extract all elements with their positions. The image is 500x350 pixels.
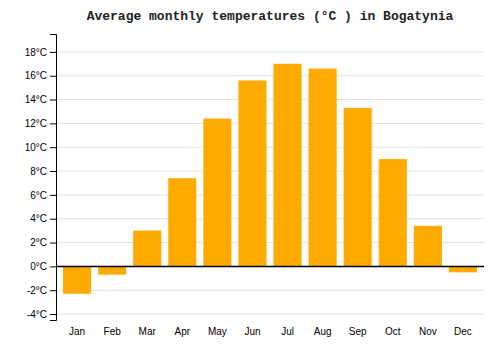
y-tick: 6°C	[30, 190, 56, 201]
x-tick-label: Jun	[244, 326, 260, 337]
x-tick: Sep	[349, 326, 367, 337]
bar	[449, 266, 477, 272]
x-tick-label: Jul	[281, 326, 294, 337]
y-tick-mark	[50, 314, 56, 315]
y-tick-label: 12°C	[25, 118, 47, 129]
y-tick: 16°C	[25, 70, 56, 81]
x-tick-label: Feb	[104, 326, 122, 337]
x-tick: Nov	[419, 326, 437, 337]
y-tick: -4°C	[27, 309, 56, 320]
y-tick: -2°C	[27, 285, 56, 296]
grid-line	[56, 194, 484, 195]
x-tick: Jan	[69, 326, 85, 337]
y-tick-label: 8°C	[30, 166, 47, 177]
grid-line	[56, 290, 484, 291]
grid-line	[56, 123, 484, 124]
x-tick: Dec	[454, 326, 472, 337]
x-axis: Jan Feb Mar Apr May Jun Jul Aug Sep Oct Nov Dec	[69, 326, 472, 337]
chart-container: -4°C -2°C 0°C 2°C 4°C 6°C 8°C 10°C 12°C 14°C 16°C 1…	[0, 0, 500, 350]
y-tick: 18°C	[25, 47, 56, 58]
grid-line	[56, 171, 484, 172]
y-tick-label: 18°C	[25, 47, 47, 58]
grid-line	[56, 314, 484, 315]
grid-line	[56, 147, 484, 148]
bar	[238, 80, 266, 266]
y-tick-label: -4°C	[27, 309, 47, 320]
y-tick-mark	[50, 243, 56, 244]
y-tick-mark	[50, 76, 56, 77]
x-tick: Aug	[314, 326, 332, 337]
y-tick-mark	[50, 52, 56, 53]
y-tick-label: 2°C	[30, 237, 47, 248]
grid-line	[56, 266, 484, 267]
bar	[63, 266, 91, 293]
y-tick: 0°C	[30, 261, 56, 272]
grid	[56, 52, 484, 314]
bar	[379, 159, 407, 266]
y-tick-mark	[50, 195, 56, 196]
y-tick-label: 4°C	[30, 213, 47, 224]
y-tick: 10°C	[25, 142, 56, 153]
x-tick-label: Oct	[385, 326, 401, 337]
x-tick: Jul	[281, 326, 294, 337]
y-tick: 4°C	[30, 213, 56, 224]
bar	[98, 266, 126, 274]
y-tick: 14°C	[25, 94, 56, 105]
grid-line	[56, 75, 484, 76]
y-tick-mark	[50, 290, 56, 291]
bar	[133, 231, 161, 267]
x-tick-label: Dec	[454, 326, 472, 337]
y-tick: 12°C	[25, 118, 56, 129]
x-tick: Apr	[175, 326, 191, 337]
bar	[203, 119, 231, 267]
y-axis-line	[50, 35, 57, 321]
bar	[168, 178, 196, 266]
y-tick-label: 6°C	[30, 190, 47, 201]
x-tick-label: Sep	[349, 326, 367, 337]
x-tick-label: Nov	[419, 326, 437, 337]
bars	[63, 64, 477, 294]
y-tick: 8°C	[30, 166, 56, 177]
zero-line	[56, 266, 484, 268]
bar	[309, 69, 337, 267]
x-tick-label: Mar	[139, 326, 157, 337]
x-tick-label: Apr	[175, 326, 191, 337]
x-tick: Mar	[139, 326, 157, 337]
x-tick: Oct	[385, 326, 401, 337]
y-tick-label: 14°C	[25, 94, 47, 105]
grid-line	[56, 99, 484, 100]
y-tick: 2°C	[30, 237, 56, 248]
y-axis: -4°C -2°C 0°C 2°C 4°C 6°C 8°C 10°C 12°C 14°C 16°C 1…	[25, 35, 57, 321]
title: Average monthly temperatures (°C ) in Bo…	[87, 9, 454, 24]
y-tick-mark	[50, 171, 56, 172]
x-tick: May	[208, 326, 227, 337]
y-tick-mark	[50, 147, 56, 148]
grid-line	[56, 218, 484, 219]
x-tick: Jun	[244, 326, 260, 337]
x-tick-label: May	[208, 326, 227, 337]
plot: -4°C -2°C 0°C 2°C 4°C 6°C 8°C 10°C 12°C 14°C 16°C 1…	[25, 35, 484, 338]
chart-svg: -4°C -2°C 0°C 2°C 4°C 6°C 8°C 10°C 12°C 14°C 16°C 1…	[0, 0, 500, 350]
grid-line	[56, 51, 484, 52]
y-tick-label: 0°C	[30, 261, 47, 272]
y-tick-label: 10°C	[25, 142, 47, 153]
bar	[414, 226, 442, 267]
bar	[274, 64, 302, 267]
bar	[344, 108, 372, 266]
y-tick-mark	[50, 219, 56, 220]
y-tick-mark	[50, 100, 56, 101]
y-tick-label: 16°C	[25, 70, 47, 81]
y-tick-mark	[50, 266, 56, 267]
x-tick-label: Jan	[69, 326, 85, 337]
x-tick-label: Aug	[314, 326, 332, 337]
x-tick: Feb	[104, 326, 122, 337]
y-tick-mark	[50, 123, 56, 124]
y-tick-label: -2°C	[27, 285, 47, 296]
